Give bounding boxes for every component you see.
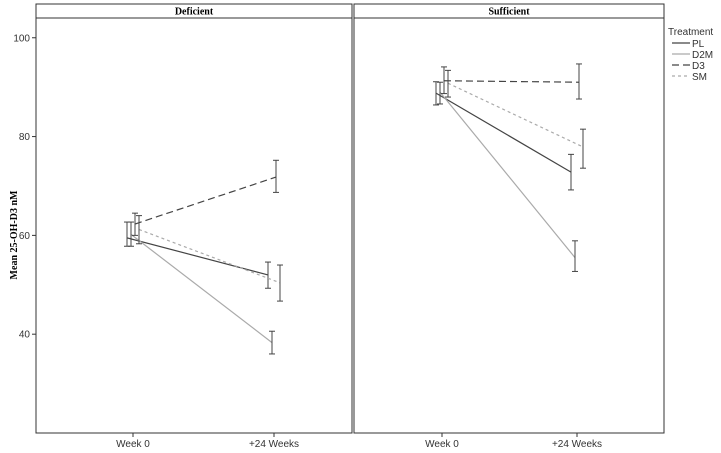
error-bar-sm [580, 128, 586, 169]
series-d3-deficient [132, 159, 279, 236]
series-pl-deficient [124, 221, 271, 289]
series-line-pl [126, 237, 269, 276]
error-bar-sm [277, 264, 283, 302]
series-sm-deficient [136, 215, 283, 302]
legend-title: Treatment [668, 27, 713, 38]
legend-entry-pl: PL [672, 39, 705, 50]
y-tick-label: 40 [19, 330, 31, 341]
legend-entry-sm: SM [672, 72, 707, 83]
error-bar-pl [568, 153, 574, 191]
error-bar-pl [265, 261, 271, 289]
series-line-d3 [443, 80, 580, 83]
y-axis-label: Mean 25-OH-D3 nM [9, 190, 20, 279]
panel-sufficient: Sufficient Week 0 +24 Weeks [353, 3, 665, 450]
error-bar-d2m [128, 221, 134, 247]
error-bar-d2m [269, 330, 275, 355]
error-bar-d3 [576, 63, 582, 100]
y-tick-label: 60 [19, 231, 31, 242]
series-line-sm [447, 82, 584, 148]
panel-title-deficient: Deficient [175, 7, 214, 18]
error-bar-d3 [273, 159, 279, 193]
legend-entry-d2m: D2M [672, 50, 713, 61]
series-line-sm [138, 228, 281, 284]
series-sm-sufficient [445, 69, 586, 169]
x-tick-label: +24 Weeks [249, 439, 299, 450]
x-tick-label: +24 Weeks [552, 439, 602, 450]
x-tick-label: Week 0 [116, 439, 150, 450]
series-line-d2m [130, 233, 273, 344]
error-bar-sm [136, 215, 142, 245]
panel-title-sufficient: Sufficient [488, 7, 530, 18]
series-line-d3 [134, 176, 277, 225]
series-line-d2m [439, 91, 576, 258]
plot-frame-deficient [35, 17, 353, 434]
plot-frame-sufficient [353, 17, 665, 434]
legend-label: PL [692, 39, 705, 50]
series-d2m-deficient [128, 221, 275, 355]
y-tick-label: 80 [19, 132, 31, 143]
series-d2m-sufficient [437, 81, 578, 272]
series-d3-sufficient [441, 63, 582, 100]
error-bar-d3 [132, 212, 138, 236]
error-bar-sm [445, 69, 451, 98]
series-pl-sufficient [433, 81, 574, 191]
error-bar-d2m [437, 81, 443, 105]
error-bar-pl [124, 221, 130, 247]
x-tick-label: Week 0 [425, 439, 459, 450]
error-bar-d3 [441, 66, 447, 95]
error-bar-pl [433, 81, 439, 106]
panel-deficient: Deficient 40 60 80 100 Week 0 +24 Weeks [13, 3, 353, 450]
legend-label: SM [692, 72, 707, 83]
legend-label: D2M [692, 50, 713, 61]
y-tick-label: 100 [13, 33, 30, 44]
legend-entry-d3: D3 [672, 61, 705, 72]
legend-label: D3 [692, 61, 705, 72]
series-line-pl [435, 92, 572, 173]
error-bar-d2m [572, 240, 578, 272]
